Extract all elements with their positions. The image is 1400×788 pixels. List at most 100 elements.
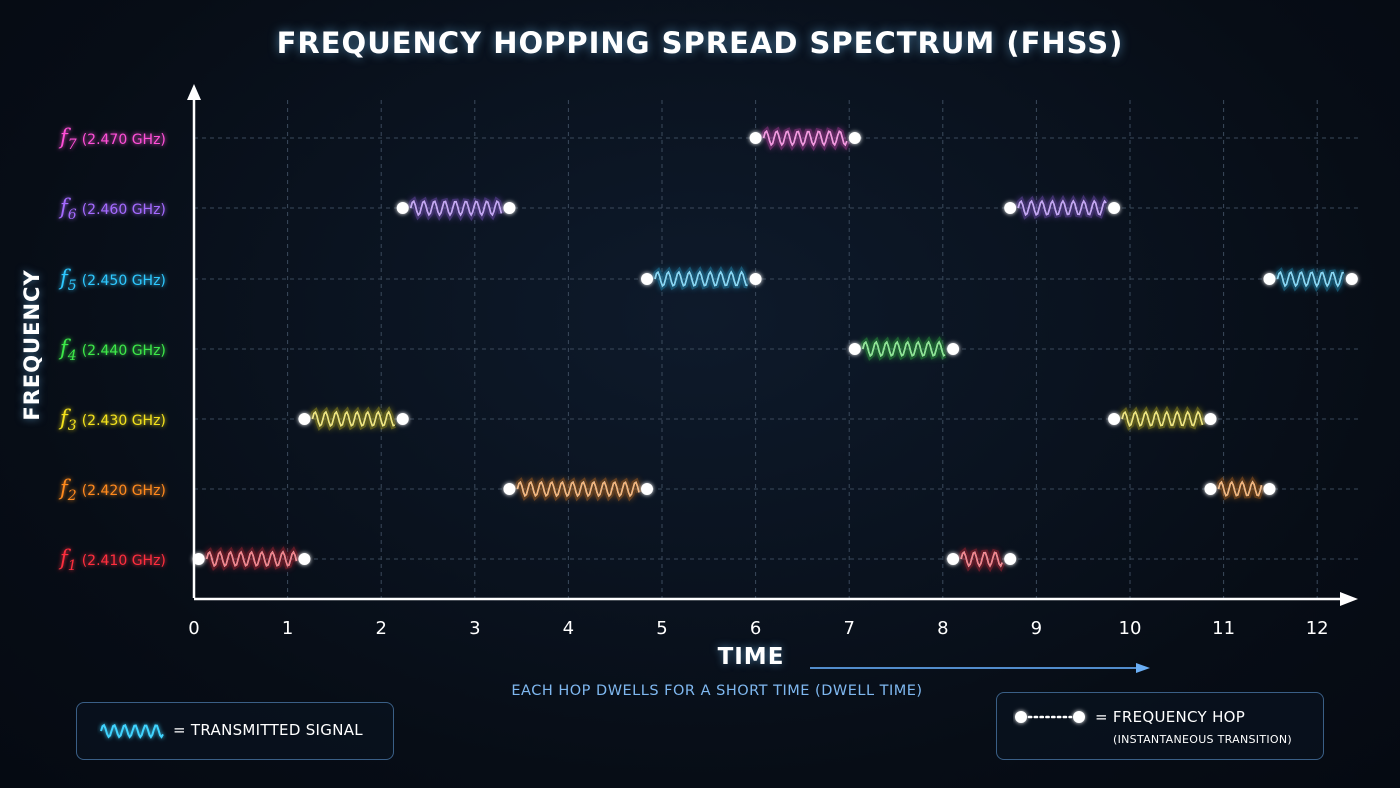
- signal-segment-9: [1004, 194, 1121, 220]
- channel-symbol: f: [58, 336, 71, 360]
- signal-segment-6: [749, 126, 861, 152]
- channel-label-f4: f4 (2.440 GHz): [58, 336, 166, 364]
- channel-freq: (2.450 GHz): [82, 273, 166, 289]
- axes: [187, 84, 1358, 606]
- hop-end-dot: [396, 413, 409, 425]
- legend-signal: = TRANSMITTED SIGNAL: [76, 702, 394, 760]
- x-tick-3: 3: [469, 618, 480, 639]
- channel-label-f5: f5 (2.450 GHz): [58, 266, 166, 294]
- hop-start-dot: [1263, 273, 1276, 285]
- y-channel-labels: f7 (2.470 GHz)f6 (2.460 GHz)f5 (2.450 GHz)f…: [58, 125, 166, 574]
- hop-end-dot: [947, 343, 960, 355]
- channel-label-f2: f2 (2.420 GHz): [58, 476, 166, 504]
- channel-subscript: 7: [68, 137, 77, 153]
- hop-start-dot: [298, 413, 311, 425]
- time-arrow: [194, 663, 1150, 673]
- signal-segment-5: [641, 265, 762, 291]
- signal-wave-tint: [410, 200, 502, 217]
- channel-label-f3: f3 (2.430 GHz): [58, 406, 166, 434]
- legend-hop: = FREQUENCY HOP (INSTANTANEOUS TRANSITIO…: [996, 692, 1324, 760]
- signal-segment-1: [192, 546, 311, 571]
- hop-end-dot: [848, 132, 861, 144]
- hop-end-dot: [1004, 553, 1017, 565]
- hop-start-dot: [1004, 202, 1017, 214]
- hop-transitions: [303, 136, 1271, 561]
- signal-wave-tint: [862, 340, 946, 357]
- x-tick-2: 2: [375, 618, 386, 639]
- signal-segment-7: [848, 336, 960, 361]
- x-axis-arrow: [1340, 592, 1358, 606]
- x-tick-5: 5: [656, 618, 667, 639]
- channel-freq: (2.440 GHz): [82, 343, 166, 359]
- signal-wave-tint: [1276, 271, 1344, 288]
- channel-symbol: f: [58, 546, 71, 570]
- x-tick-12: 12: [1306, 618, 1329, 639]
- signal-segments: [192, 126, 1358, 573]
- grid-lines: [194, 100, 1358, 599]
- dwell-time-note: EACH HOP DWELLS FOR A SHORT TIME (DWELL …: [511, 683, 923, 699]
- hop-icon: [1015, 711, 1085, 723]
- channel-subscript: 4: [67, 348, 77, 364]
- channel-label-f1: f1 (2.410 GHz): [58, 546, 166, 574]
- x-tick-6: 6: [750, 618, 761, 639]
- hop-start-dot: [1204, 483, 1217, 495]
- signal-wave-tint: [763, 130, 848, 147]
- hop-start-dot: [848, 343, 861, 355]
- hop-start-dot: [396, 202, 409, 214]
- channel-freq: (2.430 GHz): [82, 413, 166, 429]
- x-tick-11: 11: [1212, 618, 1235, 639]
- x-tick-8: 8: [937, 618, 948, 639]
- hop-start-dot: [503, 483, 516, 495]
- legend-hop-label: = FREQUENCY HOP: [1095, 708, 1246, 726]
- hop-end-dot: [1108, 202, 1121, 214]
- signal-wave-tint: [1217, 480, 1263, 497]
- x-tick-9: 9: [1031, 618, 1042, 639]
- channel-freq: (2.410 GHz): [82, 553, 166, 569]
- hop-end-dot: [1204, 413, 1217, 425]
- channel-symbol: f: [58, 266, 71, 290]
- signal-wave-tint: [960, 551, 1003, 568]
- channel-subscript: 5: [68, 278, 77, 294]
- channel-label-f6: f6 (2.460 GHz): [58, 195, 166, 223]
- wave-icon: [100, 723, 164, 739]
- signal-segment-11: [1204, 476, 1276, 501]
- signal-segment-8: [947, 547, 1017, 573]
- x-tick-labels: 0 1 2 3 4 5 6 7 8 9 10 11 12: [188, 618, 1328, 639]
- signal-segment-10: [1108, 405, 1217, 431]
- channel-subscript: 2: [67, 488, 77, 504]
- hop-end-dot: [749, 273, 762, 285]
- channel-symbol: f: [58, 125, 71, 149]
- hop-start-dot: [749, 132, 762, 144]
- y-axis-arrow: [187, 84, 201, 100]
- channel-symbol: f: [58, 195, 71, 219]
- x-tick-10: 10: [1119, 618, 1142, 639]
- legend-signal-label: = TRANSMITTED SIGNAL: [173, 721, 363, 739]
- channel-subscript: 3: [68, 418, 77, 434]
- x-tick-1: 1: [282, 618, 293, 639]
- signal-wave-tint: [1121, 410, 1204, 427]
- x-tick-4: 4: [563, 618, 574, 639]
- x-axis-label: TIME: [717, 644, 785, 670]
- hop-end-dot: [503, 202, 516, 214]
- channel-freq: (2.420 GHz): [82, 483, 166, 499]
- x-tick-0: 0: [188, 618, 199, 639]
- x-tick-7: 7: [843, 618, 854, 639]
- channel-freq: (2.470 GHz): [82, 132, 166, 148]
- hop-start-dot: [1108, 413, 1121, 425]
- signal-segment-12: [1263, 267, 1358, 293]
- signal-wave-tint: [1017, 199, 1107, 216]
- channel-symbol: f: [58, 476, 71, 500]
- channel-subscript: 6: [68, 207, 77, 223]
- channel-label-f7: f7 (2.470 GHz): [58, 125, 166, 153]
- signal-wave-tint: [654, 270, 748, 287]
- signal-segment-3: [396, 196, 516, 222]
- chart-title: FREQUENCY HOPPING SPREAD SPECTRUM (FHSS): [276, 26, 1124, 60]
- hop-end-dot: [1263, 483, 1276, 495]
- hop-end-dot: [298, 553, 311, 565]
- channel-symbol: f: [58, 406, 71, 430]
- signal-segment-4: [503, 477, 654, 502]
- channel-freq: (2.460 GHz): [82, 202, 166, 218]
- hop-end-dot: [641, 483, 654, 495]
